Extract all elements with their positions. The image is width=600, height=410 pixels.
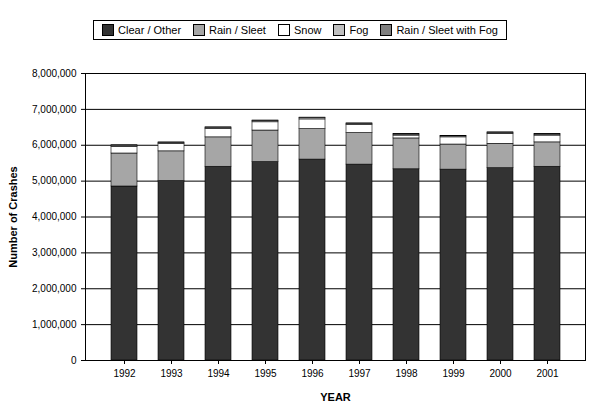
svg-text:Number of Crashes: Number of Crashes (7, 166, 19, 267)
svg-text:1997: 1997 (348, 368, 371, 379)
svg-text:3,000,000: 3,000,000 (32, 247, 77, 258)
svg-text:2,000,000: 2,000,000 (32, 283, 77, 294)
svg-text:0: 0 (71, 355, 77, 366)
html-text:Snow: Snow (293, 24, 322, 36)
svg-text:8,000,000: 8,000,000 (32, 68, 77, 79)
svg-text:1992: 1992 (113, 368, 136, 379)
svg-text:YEAR: YEAR (320, 391, 351, 403)
svg-text:7,000,000: 7,000,000 (32, 104, 77, 115)
svg-text:1998: 1998 (395, 368, 418, 379)
svg-text:4,000,000: 4,000,000 (32, 211, 77, 222)
svg-text:2001: 2001 (536, 368, 559, 379)
svg-text:2000: 2000 (489, 368, 512, 379)
svg-text:6,000,000: 6,000,000 (32, 139, 77, 150)
svg-text:1995: 1995 (254, 368, 277, 379)
svg-text:1994: 1994 (207, 368, 230, 379)
svg-text:5,000,000: 5,000,000 (32, 175, 77, 186)
html-text:Rain / Sleet with Fog: Rain / Sleet with Fog (396, 24, 498, 36)
html-text:Clear / Other: Clear / Other (118, 24, 181, 36)
html-text:Fog: Fog (349, 24, 369, 36)
svg-text:1996: 1996 (301, 368, 324, 379)
svg-text:1,000,000: 1,000,000 (32, 319, 77, 330)
svg-text:1993: 1993 (160, 368, 183, 379)
html-text:Rain / Sleet: Rain / Sleet (209, 24, 266, 36)
svg-text:1999: 1999 (442, 368, 465, 379)
